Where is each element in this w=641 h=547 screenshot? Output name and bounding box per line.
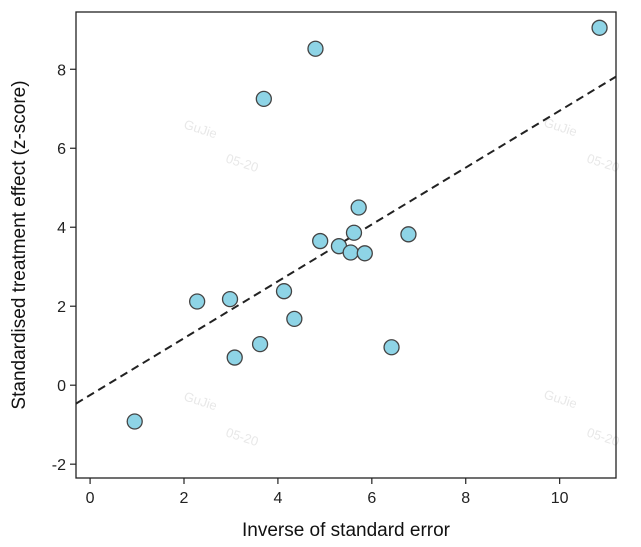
y-tick-label: 0 [57, 378, 66, 395]
scatter-point [383, 339, 400, 356]
scatter-point [591, 19, 608, 36]
scatter-point [275, 283, 293, 300]
scatter-point [251, 335, 269, 353]
scatter-point [255, 90, 272, 108]
watermark-text: GuJie [182, 117, 219, 142]
y-axis: -2 0 2 4 6 8 [52, 62, 76, 474]
x-tick-label: 2 [180, 490, 189, 507]
x-tick-label: 6 [367, 490, 376, 507]
x-tick-label: 8 [461, 490, 470, 507]
y-tick-label: 2 [57, 299, 66, 316]
scatter-point [345, 224, 363, 241]
scatter-point [188, 293, 206, 310]
watermark-text: GuJie [182, 389, 219, 414]
x-tick-label: 10 [551, 490, 569, 507]
scatter-point [400, 226, 417, 243]
y-tick-label: 4 [57, 220, 66, 237]
scatter-point [342, 244, 359, 261]
scatter-point [126, 413, 143, 430]
y-tick-label: 8 [57, 62, 66, 79]
x-tick-label: 4 [273, 490, 282, 507]
x-axis: 0 2 4 6 8 10 [86, 478, 569, 507]
regression-line [75, 75, 617, 405]
watermark-text: 05-20 [224, 425, 260, 450]
watermark-text: 05-20 [224, 151, 260, 176]
scatter-point [307, 40, 324, 57]
scatter-point [312, 232, 329, 250]
y-tick-label: -2 [52, 457, 66, 474]
scatter-point [286, 310, 303, 327]
scatter-point [221, 290, 239, 308]
y-tick-label: 6 [57, 141, 66, 158]
x-axis-label: Inverse of standard error [242, 520, 451, 541]
plot-frame [75, 11, 617, 479]
scatter-point [350, 199, 367, 216]
x-tick-label: 0 [86, 490, 95, 507]
scatter-point [356, 245, 373, 262]
data-points [126, 19, 608, 430]
scatter-point [226, 349, 243, 366]
y-axis-label: Standardised treatment effect (z-score) [9, 80, 30, 409]
watermark-layer: GuJie 05-20 GuJie 05-20 GuJie 05-20 GuJi… [182, 115, 621, 450]
watermark-text: GuJie [542, 387, 579, 412]
